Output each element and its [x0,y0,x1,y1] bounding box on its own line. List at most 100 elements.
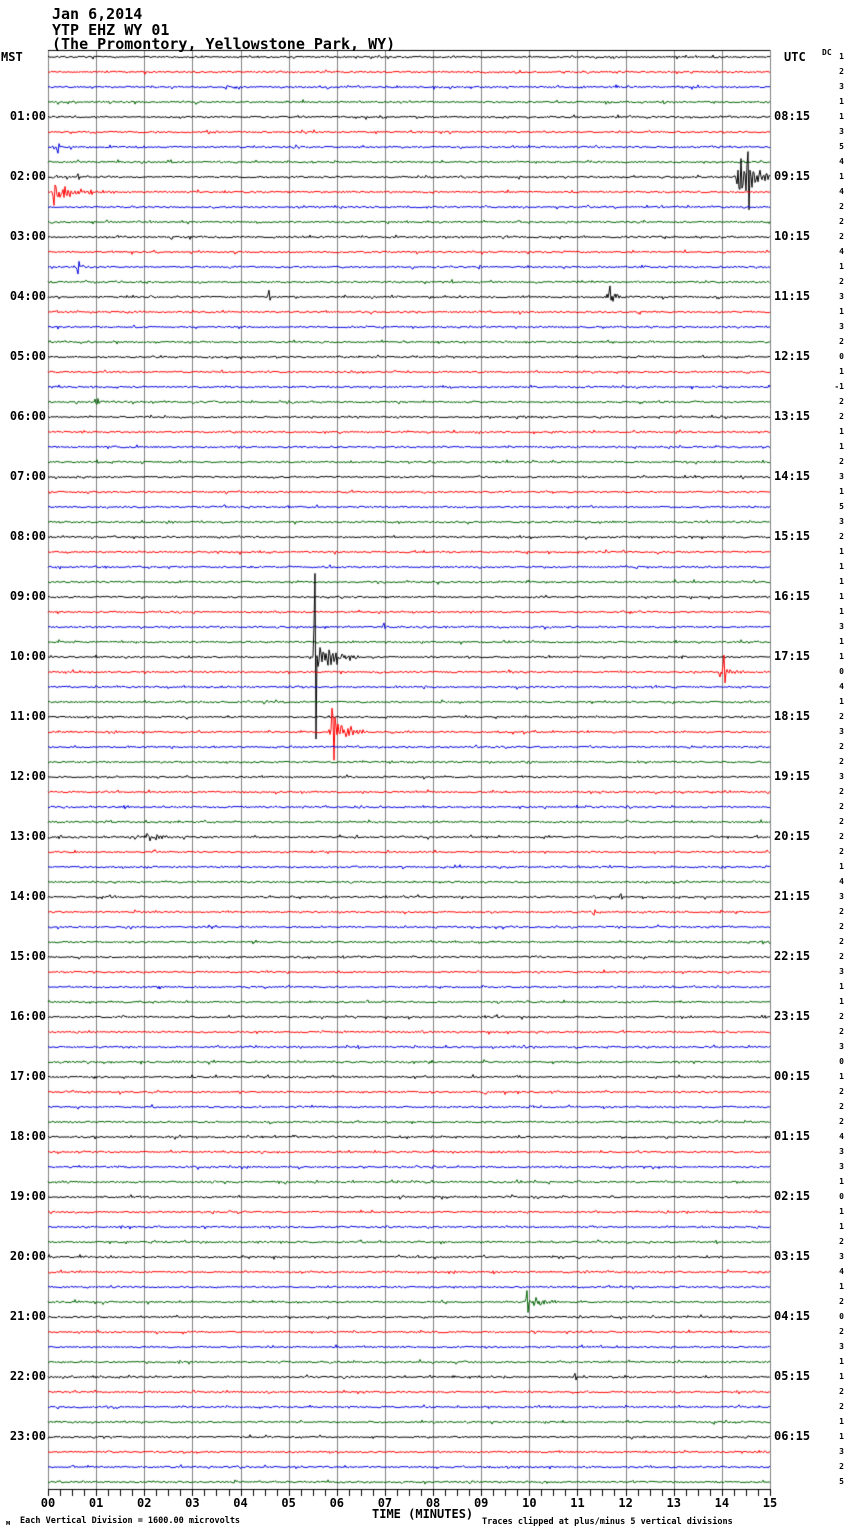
utc-time-label: 14:15 [774,469,811,483]
utc-time-label: 22:15 [774,949,811,963]
mst-time-label: 18:00 [9,1129,46,1143]
mst-time-label: 08:00 [9,529,46,543]
dc-offset-value: 1 [839,442,844,451]
mst-time-label: 17:00 [9,1069,46,1083]
utc-time-label: 13:15 [774,409,811,423]
mst-time-label: 11:00 [9,709,46,723]
dc-offset-value: 2 [839,337,844,346]
dc-column-label: DC [822,48,832,57]
header-station-location: (The Promontory, Yellowstone Park, WY) [52,35,396,53]
dc-offset-value: 1 [839,1357,844,1366]
dc-offset-value: 1 [839,262,844,271]
dc-offset-value: 1 [839,997,844,1006]
mst-time-label: 03:00 [9,229,46,243]
dc-offset-value: 3 [839,1252,844,1261]
x-axis-tick-label: 07 [377,1496,393,1510]
mst-time-label: 22:00 [9,1369,46,1383]
mst-time-label: 13:00 [9,829,46,843]
dc-offset-value: 2 [839,1237,844,1246]
utc-time-label: 10:15 [774,229,811,243]
dc-offset-value: 3 [839,622,844,631]
dc-offset-value: 2 [839,67,844,76]
x-axis-tick-label: 10 [522,1496,537,1510]
dc-offset-value: 1 [839,97,844,106]
dc-offset-value: 3 [839,517,844,526]
mst-time-label: 15:00 [9,949,46,963]
dc-offset-value: 3 [839,472,844,481]
mst-time-label: 14:00 [9,889,46,903]
dc-offset-value: 2 [839,532,844,541]
dc-offset-value: 5 [839,142,844,151]
x-axis-tick-label: 08 [425,1496,441,1510]
dc-offset-value: 2 [839,952,844,961]
dc-offset-value: 2 [839,1117,844,1126]
dc-offset-value: 1 [839,487,844,496]
dc-offset-value: 1 [839,172,844,181]
utc-time-label: 03:15 [774,1249,811,1263]
utc-time-label: 18:15 [774,709,811,723]
utc-time-label: 16:15 [774,589,811,603]
x-axis-tick-label: 13 [666,1496,681,1510]
dc-offset-value: 3 [839,772,844,781]
dc-offset-value: 2 [839,802,844,811]
dc-offset-value: 2 [839,817,844,826]
dc-offset-value: 1 [839,112,844,121]
utc-time-label: 00:15 [774,1069,811,1083]
dc-offset-value: 2 [839,712,844,721]
dc-offset-value: 1 [839,1177,844,1186]
mst-time-label: 04:00 [9,289,46,303]
vertical-division-note: Each Vertical Division = 1600.00 microvo… [20,1516,241,1526]
dc-offset-value: 1 [839,862,844,871]
dc-offset-value: 4 [839,682,844,691]
dc-offset-value: 0 [839,667,844,676]
mst-time-label: 20:00 [9,1249,46,1263]
utc-time-label: 12:15 [774,349,811,363]
utc-time-label: 09:15 [774,169,811,183]
dc-offset-value: 2 [839,787,844,796]
dc-offset-value: 5 [839,1477,844,1486]
dc-offset-value: 1 [839,652,844,661]
x-axis-tick-label: 14 [714,1496,730,1510]
dc-offset-value: 2 [839,232,844,241]
dc-offset-value: 2 [839,1297,844,1306]
dc-offset-value: 0 [839,352,844,361]
mst-time-label: 12:00 [9,769,46,783]
dc-offset-value: 2 [839,202,844,211]
utc-time-label: 19:15 [774,769,811,783]
left-timezone-label: MST [1,50,23,64]
dc-offset-value: 0 [839,1192,844,1201]
dc-offset-value: 3 [839,292,844,301]
dc-offset-value: 1 [839,1222,844,1231]
dc-offset-value: 1 [839,982,844,991]
dc-offset-value: 2 [839,907,844,916]
dc-offset-value: 1 [839,1372,844,1381]
dc-offset-value: 4 [839,877,844,886]
dc-offset-value: 1 [839,562,844,571]
mst-time-label: 19:00 [9,1189,46,1203]
dc-offset-value: 1 [839,547,844,556]
dc-offset-value: 4 [839,157,844,166]
utc-time-label: 23:15 [774,1009,811,1023]
dc-offset-value: 1 [839,592,844,601]
dc-offset-value: 1 [839,1282,844,1291]
clipping-note: Traces clipped at plus/minus 5 vertical … [482,1517,733,1527]
x-axis-tick-label: 12 [618,1496,633,1510]
x-axis-tick-label: 00 [40,1496,56,1510]
mst-time-label: 05:00 [9,349,46,363]
mst-time-label: 02:00 [9,169,46,183]
dc-offset-value: 1 [839,1207,844,1216]
mst-time-label: 16:00 [9,1009,46,1023]
dc-offset-value: 2 [839,922,844,931]
dc-offset-value: 4 [839,247,844,256]
mst-time-label: 01:00 [9,109,46,123]
utc-time-label: 08:15 [774,109,811,123]
dc-offset-value: 1 [839,307,844,316]
dc-offset-value: 3 [839,1162,844,1171]
dc-offset-value: 3 [839,322,844,331]
x-axis-tick-label: 01 [88,1496,104,1510]
dc-offset-value: 2 [839,1327,844,1336]
dc-offset-value: 2 [839,847,844,856]
dc-offset-value: 3 [839,892,844,901]
utc-time-label: 02:15 [774,1189,811,1203]
dc-offset-value: 4 [839,187,844,196]
